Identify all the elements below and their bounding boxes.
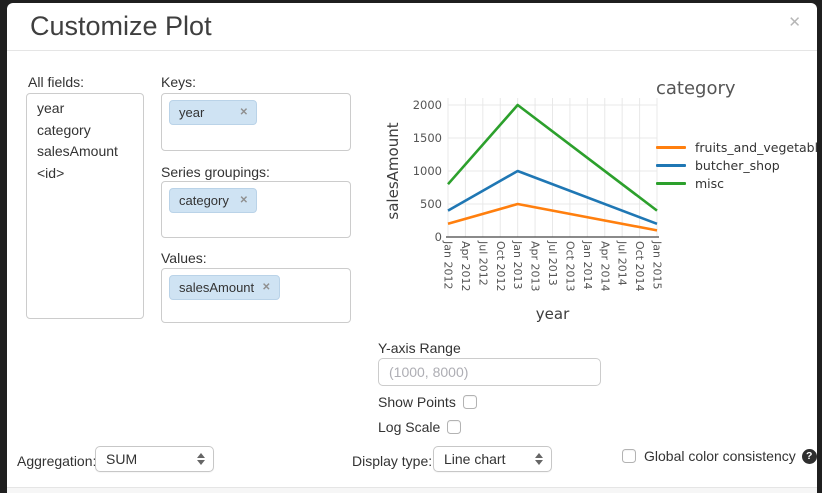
- legend-swatch-line: [656, 163, 686, 167]
- svg-text:Oct 2014: Oct 2014: [633, 241, 646, 292]
- global-color-label: Global color consistency: [644, 448, 796, 464]
- remove-icon[interactable]: ✕: [239, 107, 248, 118]
- svg-text:Jan 2014: Jan 2014: [581, 240, 594, 289]
- y-axis-range-label: Y-axis Range: [378, 340, 461, 356]
- series-groupings-label: Series groupings:: [161, 164, 270, 180]
- series-pill-category[interactable]: category ✕: [169, 188, 257, 213]
- legend-label: misc: [695, 175, 725, 191]
- footer-divider: [7, 487, 817, 488]
- svg-text:Jan 2015: Jan 2015: [651, 240, 664, 289]
- display-type-value: Line chart: [444, 451, 506, 467]
- value-pill-salesamount[interactable]: salesAmount ✕: [169, 275, 280, 300]
- svg-text:Oct 2013: Oct 2013: [563, 241, 576, 292]
- svg-text:Jul 2013: Jul 2013: [546, 240, 559, 286]
- help-icon[interactable]: ?: [801, 448, 817, 464]
- svg-text:1000: 1000: [413, 164, 442, 178]
- pill-label: salesAmount: [179, 280, 255, 295]
- svg-text:500: 500: [420, 197, 442, 211]
- aggregation-label: Aggregation:: [17, 453, 97, 469]
- dialog-title: Customize Plot: [30, 11, 212, 41]
- svg-text:year: year: [536, 305, 570, 323]
- y-axis-range-input[interactable]: [378, 358, 601, 386]
- svg-text:salesAmount: salesAmount: [384, 122, 402, 219]
- aggregation-select[interactable]: SUM: [95, 446, 214, 472]
- keys-dropzone[interactable]: year ✕: [161, 93, 351, 151]
- select-arrows-icon: [197, 453, 205, 465]
- display-type-label: Display type:: [352, 453, 433, 469]
- footer-strip: [7, 488, 817, 493]
- aggregation-value: SUM: [106, 451, 138, 467]
- list-item[interactable]: year: [37, 100, 65, 116]
- legend-swatch-line: [656, 181, 686, 185]
- show-points-checkbox[interactable]: [462, 395, 477, 409]
- svg-text:Apr 2013: Apr 2013: [529, 241, 542, 292]
- legend-label: fruits_and_vegetables: [695, 139, 817, 155]
- list-item[interactable]: <id>: [37, 164, 65, 181]
- legend-entry: butcher_shop: [656, 157, 780, 173]
- svg-text:Jan 2013: Jan 2013: [511, 240, 524, 289]
- global-color-row: Global color consistency ?: [622, 448, 817, 464]
- plot-preview: 0 500 1000 1500 2000 Jan 2012 Apr 2012 Jul 2012…: [380, 78, 817, 330]
- svg-text:0: 0: [435, 230, 442, 244]
- keys-label: Keys:: [161, 74, 197, 90]
- svg-text:Jul 2014: Jul 2014: [616, 240, 629, 286]
- log-scale-checkbox[interactable]: [447, 420, 462, 434]
- chart-legend: category fruits_and_vegetables butcher_sh…: [656, 78, 817, 191]
- customize-plot-dialog: Customize Plot ✕ All fields: year categor…: [7, 3, 817, 493]
- log-scale-label: Log Scale: [378, 419, 441, 435]
- all-fields-label: All fields:: [28, 74, 85, 90]
- remove-icon[interactable]: ✕: [262, 282, 271, 293]
- values-label: Values:: [161, 250, 207, 266]
- svg-text:Jul 2012: Jul 2012: [476, 240, 489, 286]
- global-color-checkbox[interactable]: [622, 449, 636, 463]
- list-item[interactable]: salesAmount: [37, 143, 118, 159]
- svg-text:Jan 2012: Jan 2012: [442, 240, 455, 289]
- legend-entry: fruits_and_vegetables: [656, 139, 817, 155]
- svg-text:2000: 2000: [413, 98, 442, 112]
- log-scale-row: Log Scale: [378, 419, 462, 435]
- series-groupings-dropzone[interactable]: category ✕: [161, 181, 351, 238]
- svg-text:Oct 2012: Oct 2012: [494, 241, 507, 292]
- svg-text:Apr 2014: Apr 2014: [598, 241, 611, 292]
- legend-title: category: [656, 78, 736, 99]
- select-arrows-icon: [535, 453, 543, 465]
- show-points-row: Show Points: [378, 394, 477, 410]
- legend-swatch-line: [656, 145, 686, 149]
- key-pill-year[interactable]: year ✕: [169, 100, 257, 125]
- close-icon[interactable]: ✕: [788, 14, 801, 31]
- list-item[interactable]: category: [37, 121, 91, 138]
- pill-label: year: [179, 105, 205, 120]
- pill-label: category: [179, 193, 229, 208]
- svg-text:1500: 1500: [413, 131, 442, 145]
- show-points-label: Show Points: [378, 394, 456, 410]
- line-chart: 0 500 1000 1500 2000 Jan 2012 Apr 2012 Jul 2012…: [384, 98, 664, 323]
- svg-text:Apr 2012: Apr 2012: [459, 241, 472, 292]
- remove-icon[interactable]: ✕: [239, 195, 248, 206]
- header-divider: [7, 50, 817, 51]
- legend-entry: misc: [656, 175, 724, 191]
- all-fields-listbox[interactable]: year category salesAmount <id>: [26, 93, 144, 319]
- legend-label: butcher_shop: [695, 157, 780, 173]
- values-dropzone[interactable]: salesAmount ✕: [161, 268, 351, 323]
- display-type-select[interactable]: Line chart: [433, 446, 552, 472]
